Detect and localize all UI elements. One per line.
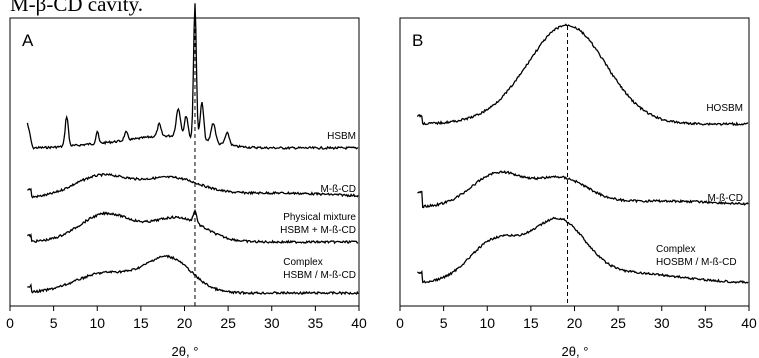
series-label-mbcd-a: M-ß-CD [320, 184, 356, 195]
x-tick-label: 35 [308, 315, 324, 331]
x-tick-label: 5 [50, 315, 58, 331]
series-label-mbcd-b: M-ß-CD [707, 193, 743, 204]
series-line-a-complex-hsbm-m-cd [27, 254, 359, 296]
panel-a-x-axis: 0 5 10 15 20 25 30 35 40 [6, 306, 367, 331]
panel-b-curves [416, 23, 749, 284]
x-tick-label: 40 [741, 315, 757, 331]
x-tick-label: 0 [396, 315, 404, 331]
panel-b-x-axis: 0 5 10 15 20 25 30 35 40 [396, 306, 757, 331]
panel-a-x-axis-title: 2θ, ° [172, 344, 199, 358]
series-label-physical-mixture-1: Physical mixture [283, 212, 356, 223]
series-label-complex-a-1: Complex [283, 257, 322, 268]
x-tick-label: 10 [89, 315, 105, 331]
figure-caption-fragment: M-β-CD cavity. [10, 0, 143, 16]
x-tick-label: 15 [133, 315, 149, 331]
series-line-b-hosbm [416, 23, 749, 127]
panel-a-label: A [22, 31, 34, 50]
x-tick-label: 30 [264, 315, 280, 331]
x-tick-label: 35 [698, 315, 714, 331]
x-tick-label: 15 [523, 315, 539, 331]
x-tick-label: 25 [610, 315, 626, 331]
series-label-hsbm: HSBM [327, 131, 356, 142]
panel-b-x-axis-title: 2θ, ° [562, 344, 589, 358]
x-tick-label: 40 [351, 315, 367, 331]
series-label-complex-b-1: Complex [656, 244, 695, 255]
panel-a-curves [26, 3, 359, 296]
series-label-complex-a-2: HSBM / M-ß-CD [283, 270, 356, 281]
series-line-b-complex-hosbm-m-cd [417, 216, 749, 284]
x-tick-label: 5 [440, 315, 448, 331]
x-tick-label: 20 [177, 315, 193, 331]
series-line-a-m-cd [27, 173, 359, 199]
panel-b-label: B [412, 31, 423, 50]
x-tick-label: 0 [6, 315, 14, 331]
series-line-b-m-cd [417, 170, 749, 209]
series-label-physical-mixture-2: HSBM + M-ß-CD [280, 225, 356, 236]
x-tick-label: 25 [220, 315, 236, 331]
x-tick-label: 20 [567, 315, 583, 331]
series-line-a-hsbm [26, 3, 359, 151]
series-label-hosbm: HOSBM [706, 103, 743, 114]
series-line-a-physical-mixture-hsbm-m-cd [27, 208, 359, 245]
x-tick-label: 30 [654, 315, 670, 331]
x-tick-label: 10 [479, 315, 495, 331]
series-label-complex-b-2: HOSBM / M-ß-CD [656, 257, 737, 268]
